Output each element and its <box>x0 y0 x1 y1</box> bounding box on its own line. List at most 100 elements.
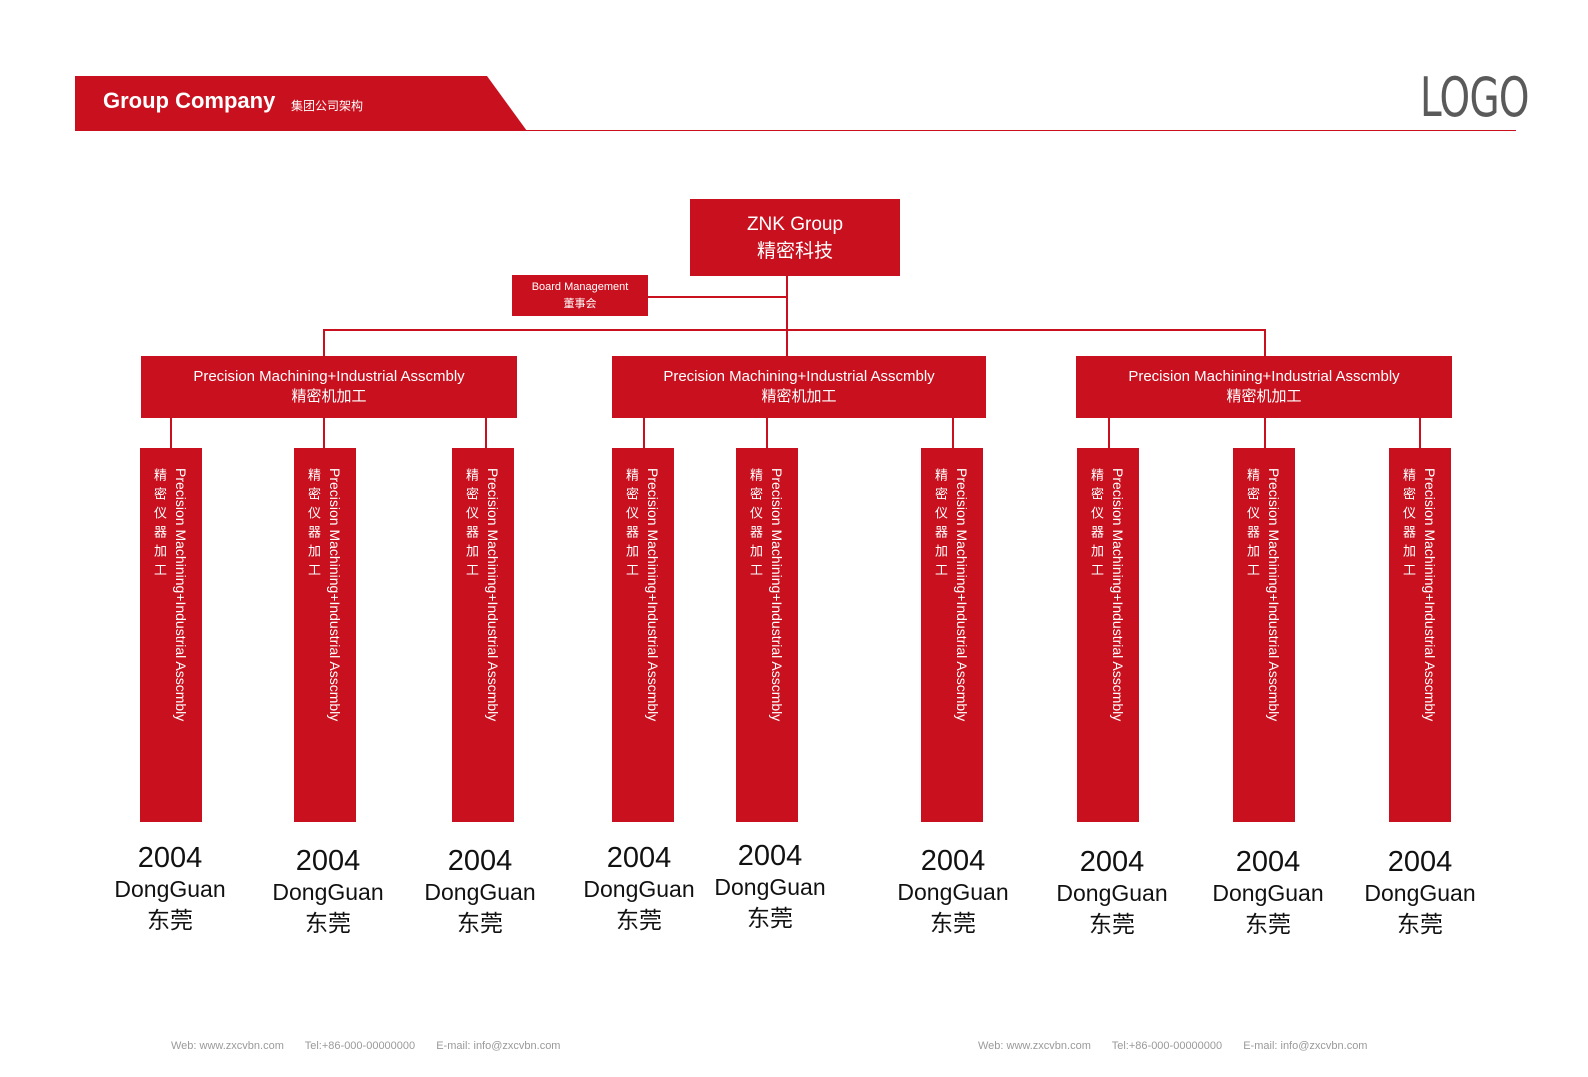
node-unit-name-zh: 精密仪器加工 <box>624 468 639 582</box>
node-unit: Precision Machining+Industrial Asscmbly … <box>612 448 674 822</box>
node-unit: Precision Machining+Industrial Asscmbly … <box>140 448 202 822</box>
footer-tel: Tel:+86-000-00000000 <box>304 1040 416 1052</box>
node-branch-name-zh: 精密机加工 <box>291 388 367 405</box>
unit-city-zh: 东莞 <box>1089 911 1135 937</box>
node-unit-name-en: Precision Machining+Industrial Asscmbly <box>1110 468 1126 722</box>
node-unit-name-en: Precision Machining+Industrial Asscmbly <box>769 468 785 722</box>
connector-branch-1-up <box>323 329 325 358</box>
node-branch-name-en: Precision Machining+Industrial Asscmbly <box>193 368 465 385</box>
connector-unit-6 <box>952 416 954 450</box>
footer-left: Web: www.zxcvbn.com Tel:+86-000-00000000… <box>171 1040 578 1052</box>
connector-horizontal-bus <box>323 329 1266 331</box>
connector-unit-4 <box>643 416 645 450</box>
unit-year: 2004 <box>295 845 361 877</box>
node-unit-name-en: Precision Machining+Industrial Asscmbly <box>645 468 661 722</box>
unit-city-zh: 东莞 <box>1397 911 1443 937</box>
unit-caption: 2004 DongGuan 东莞 <box>873 845 1033 939</box>
unit-caption: 2004 DongGuan 东莞 <box>690 840 850 934</box>
header-divider <box>520 130 1516 131</box>
unit-city: DongGuan <box>897 879 1009 905</box>
node-branch: Precision Machining+Industrial Asscmbly … <box>612 356 986 418</box>
node-unit-name-en: Precision Machining+Industrial Asscmbly <box>954 468 970 722</box>
node-branch: Precision Machining+Industrial Asscmbly … <box>141 356 517 418</box>
footer-email: E-mail: info@zxcvbn.com <box>1243 1040 1368 1052</box>
logo: LOGO <box>1420 66 1529 129</box>
unit-city-zh: 东莞 <box>147 907 193 933</box>
unit-city-zh: 东莞 <box>457 910 503 936</box>
unit-city-zh: 东莞 <box>616 907 662 933</box>
connector-unit-9 <box>1419 416 1421 450</box>
unit-year: 2004 <box>920 845 986 877</box>
node-board-name-en: Board Management <box>531 280 629 293</box>
unit-year: 2004 <box>737 840 803 872</box>
node-root-name-en: ZNK Group <box>746 213 844 235</box>
footer-right: Web: www.zxcvbn.com Tel:+86-000-00000000… <box>978 1040 1385 1052</box>
connector-board <box>648 296 788 298</box>
unit-year: 2004 <box>137 842 203 874</box>
unit-city: DongGuan <box>1212 880 1324 906</box>
node-unit-name-en: Precision Machining+Industrial Asscmbly <box>485 468 501 722</box>
node-unit-name-zh: 精密仪器加工 <box>933 468 948 582</box>
unit-year: 2004 <box>1387 846 1453 878</box>
node-unit-name-zh: 精密仪器加工 <box>1245 468 1260 582</box>
node-root: ZNK Group 精密科技 <box>690 199 900 276</box>
node-unit-name-en: Precision Machining+Industrial Asscmbly <box>1266 468 1282 722</box>
node-unit: Precision Machining+Industrial Asscmbly … <box>921 448 983 822</box>
footer-web: Web: www.zxcvbn.com <box>171 1040 284 1052</box>
node-branch-name-en: Precision Machining+Industrial Asscmbly <box>663 368 935 385</box>
connector-unit-8 <box>1264 416 1266 450</box>
unit-caption: 2004 DongGuan 东莞 <box>248 845 408 939</box>
node-board-name-zh: 董事会 <box>563 297 597 310</box>
connector-branch-3-up <box>1264 329 1266 358</box>
node-unit-name-en: Precision Machining+Industrial Asscmbly <box>173 468 189 722</box>
connector-unit-3 <box>485 416 487 450</box>
unit-city: DongGuan <box>1056 880 1168 906</box>
unit-city-zh: 东莞 <box>305 910 351 936</box>
connector-unit-7 <box>1108 416 1110 450</box>
node-unit: Precision Machining+Industrial Asscmbly … <box>736 448 798 822</box>
footer-email: E-mail: info@zxcvbn.com <box>436 1040 561 1052</box>
title-banner <box>75 76 527 131</box>
unit-city-zh: 东莞 <box>1245 911 1291 937</box>
unit-city: DongGuan <box>583 876 695 902</box>
node-unit-name-zh: 精密仪器加工 <box>748 468 763 582</box>
unit-caption: 2004 DongGuan 东莞 <box>400 845 560 939</box>
unit-city: DongGuan <box>114 876 226 902</box>
node-board: Board Management 董事会 <box>512 275 648 316</box>
node-unit-name-zh: 精密仪器加工 <box>464 468 479 582</box>
node-branch-name-zh: 精密机加工 <box>1226 388 1302 405</box>
node-unit-name-zh: 精密仪器加工 <box>1401 468 1416 582</box>
footer-web: Web: www.zxcvbn.com <box>978 1040 1091 1052</box>
unit-city-zh: 东莞 <box>747 905 793 931</box>
connector-root-trunk <box>786 276 788 358</box>
footer-tel: Tel:+86-000-00000000 <box>1111 1040 1223 1052</box>
unit-year: 2004 <box>606 842 672 874</box>
node-unit: Precision Machining+Industrial Asscmbly … <box>1233 448 1295 822</box>
unit-city-zh: 东莞 <box>930 910 976 936</box>
node-branch-name-en: Precision Machining+Industrial Asscmbly <box>1128 368 1400 385</box>
unit-caption: 2004 DongGuan 东莞 <box>1032 846 1192 940</box>
node-unit-name-zh: 精密仪器加工 <box>1089 468 1104 582</box>
unit-caption: 2004 DongGuan 东莞 <box>1340 846 1500 940</box>
node-unit: Precision Machining+Industrial Asscmbly … <box>294 448 356 822</box>
unit-year: 2004 <box>1079 846 1145 878</box>
node-root-name-zh: 精密科技 <box>756 240 833 262</box>
unit-caption: 2004 DongGuan 东莞 <box>559 842 719 936</box>
unit-year: 2004 <box>1235 846 1301 878</box>
node-unit-name-zh: 精密仪器加工 <box>152 468 167 582</box>
node-branch-name-zh: 精密机加工 <box>761 388 837 405</box>
node-unit-name-en: Precision Machining+Industrial Asscmbly <box>1422 468 1438 722</box>
unit-city: DongGuan <box>272 879 384 905</box>
unit-city: DongGuan <box>424 879 536 905</box>
page-subtitle: 集团公司架构 <box>291 99 364 113</box>
unit-year: 2004 <box>447 845 513 877</box>
node-unit: Precision Machining+Industrial Asscmbly … <box>1389 448 1451 822</box>
unit-caption: 2004 DongGuan 东莞 <box>90 842 250 936</box>
unit-city: DongGuan <box>1364 880 1476 906</box>
node-unit-name-zh: 精密仪器加工 <box>306 468 321 582</box>
node-branch: Precision Machining+Industrial Asscmbly … <box>1076 356 1452 418</box>
page-title: Group Company <box>103 88 276 113</box>
node-unit: Precision Machining+Industrial Asscmbly … <box>1077 448 1139 822</box>
node-unit-name-en: Precision Machining+Industrial Asscmbly <box>327 468 343 722</box>
unit-caption: 2004 DongGuan 东莞 <box>1188 846 1348 940</box>
